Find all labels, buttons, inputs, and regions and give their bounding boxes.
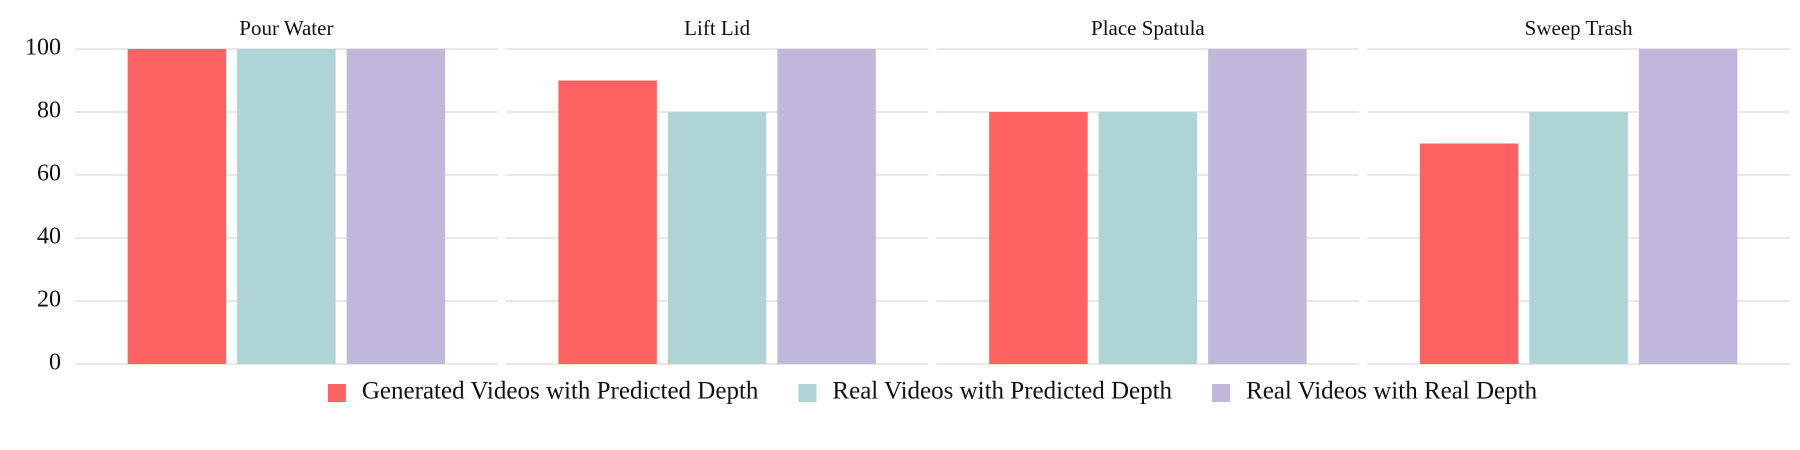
legend-swatch [327, 384, 346, 402]
facet-title: Sweep Trash [1525, 16, 1633, 40]
legend-label: Generated Videos with Predicted Depth [362, 378, 759, 405]
y-tick-label: 40 [37, 224, 61, 250]
bar [989, 112, 1088, 364]
bar [777, 49, 876, 364]
facet-title: Place Spatula [1091, 16, 1205, 40]
y-tick-label: 0 [49, 350, 61, 376]
bar [1098, 112, 1198, 364]
bar [1529, 112, 1628, 364]
facet-title: Lift Lid [684, 16, 750, 40]
legend-swatch [1212, 384, 1231, 402]
bar [346, 49, 446, 364]
y-tick-label: 60 [37, 161, 61, 187]
y-tick-label: 20 [37, 287, 61, 313]
bar [1638, 49, 1738, 364]
y-tick-label: 80 [37, 98, 61, 124]
facet-title: Pour Water [239, 16, 333, 40]
bar [127, 49, 227, 364]
y-tick-label: 100 [25, 35, 61, 61]
legend-swatch [798, 384, 817, 402]
legend-label: Real Videos with Real Depth [1246, 378, 1538, 405]
bar [1208, 49, 1307, 364]
legend-label: Real Videos with Predicted Depth [832, 378, 1172, 405]
bar [558, 80, 657, 364]
bar [237, 49, 336, 364]
bar [1419, 143, 1519, 364]
bar [667, 112, 767, 364]
